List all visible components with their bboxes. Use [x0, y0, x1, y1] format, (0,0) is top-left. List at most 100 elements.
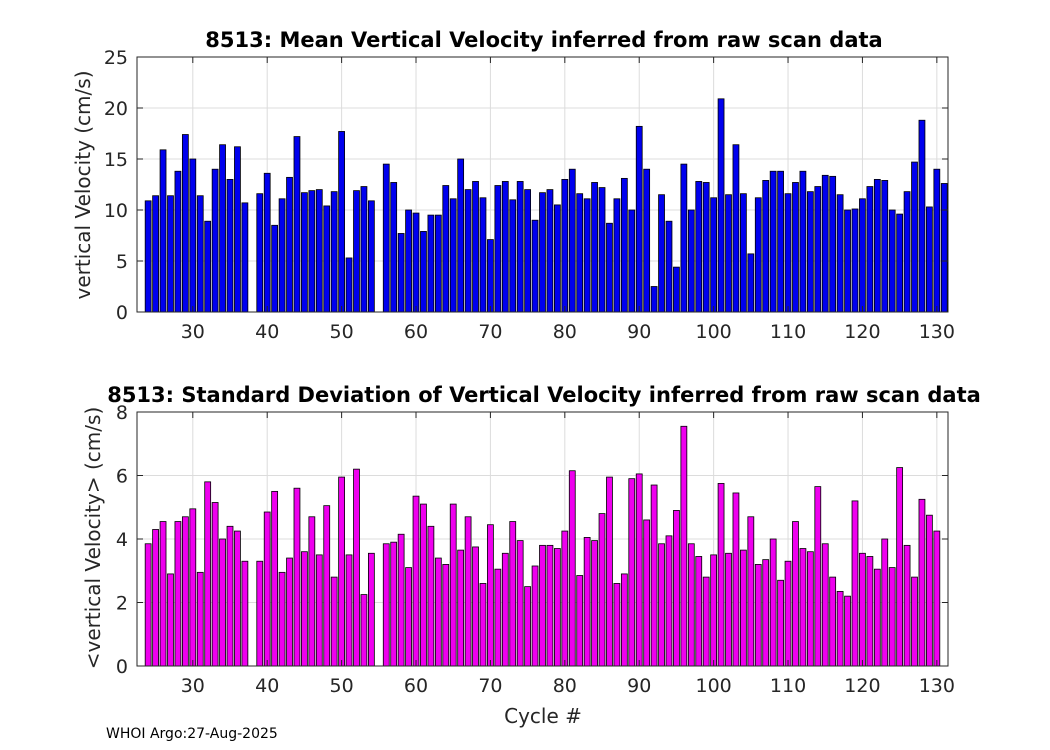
bar	[390, 541, 398, 667]
bar	[710, 554, 718, 667]
bar	[159, 521, 167, 667]
x-tick-label: 80	[553, 321, 577, 343]
bar	[539, 192, 546, 313]
bar	[405, 209, 412, 313]
bar	[754, 197, 762, 313]
bar	[710, 197, 718, 313]
bar	[888, 567, 896, 667]
bar	[844, 595, 851, 667]
bar	[680, 163, 688, 313]
bar	[159, 149, 167, 313]
bar	[189, 508, 197, 667]
bar	[725, 194, 732, 313]
bar	[487, 524, 494, 667]
bar	[747, 253, 755, 313]
bar	[263, 172, 271, 313]
bar	[814, 186, 822, 313]
bar	[561, 178, 569, 313]
bar	[851, 500, 859, 667]
bar	[338, 476, 345, 667]
bar	[278, 571, 286, 667]
x-tick-label: 130	[919, 321, 955, 343]
bar	[769, 538, 777, 667]
bar	[695, 181, 703, 313]
bar	[918, 119, 926, 313]
x-tick-label: 30	[181, 675, 205, 697]
bar	[591, 540, 598, 667]
bar	[234, 146, 241, 313]
x-tick-label: 40	[255, 675, 279, 697]
x-tick-label: 80	[553, 675, 577, 697]
bar	[397, 233, 405, 313]
plot-area: 30 40 50 60 70 80 90 100 110 120 130 0 5 10 15 20 25	[104, 47, 955, 343]
bar	[583, 198, 591, 313]
bar	[256, 193, 264, 313]
bar	[926, 206, 933, 313]
bar	[509, 521, 517, 667]
bar	[501, 181, 509, 313]
bar	[650, 484, 658, 667]
bar	[554, 204, 561, 313]
bar	[516, 181, 524, 313]
x-tick-label: 40	[255, 321, 279, 343]
bar	[792, 521, 799, 667]
bar	[598, 187, 606, 313]
bar	[829, 576, 837, 667]
x-tick-label: 60	[404, 321, 428, 343]
bar	[524, 189, 531, 313]
bar	[315, 554, 323, 667]
bar	[174, 170, 182, 313]
bar	[427, 214, 435, 313]
bar	[501, 552, 509, 667]
bar	[353, 468, 360, 667]
bar	[903, 191, 911, 313]
bar	[219, 144, 226, 313]
bar	[397, 533, 405, 667]
bar	[613, 198, 621, 313]
bar	[613, 583, 621, 667]
bar	[918, 498, 926, 667]
y-tick-label: 0	[116, 656, 128, 678]
bar	[911, 161, 918, 313]
bar	[382, 543, 390, 667]
bar	[219, 538, 226, 667]
bar	[479, 583, 487, 667]
bar	[606, 476, 613, 667]
bar	[732, 492, 740, 667]
bar	[568, 470, 576, 667]
bar	[665, 220, 673, 313]
bar	[330, 576, 338, 667]
bar	[754, 564, 762, 667]
bar	[330, 191, 338, 313]
bar	[836, 194, 844, 313]
bar	[286, 176, 293, 313]
bar	[873, 568, 881, 667]
bar	[472, 181, 479, 313]
bar	[420, 231, 427, 313]
y-tick-label: 5	[116, 251, 128, 273]
bar	[144, 200, 152, 313]
bar	[479, 197, 487, 313]
bar	[821, 174, 829, 313]
y-tick-label: 4	[116, 529, 128, 551]
bar	[926, 514, 933, 667]
mean-velocity-chart: 30 40 50 60 70 80 90 100 110 120 130 0 5 10 15 20 25 8513…	[71, 28, 955, 343]
bar	[167, 195, 174, 313]
bar	[271, 490, 279, 667]
y-tick-label: 20	[104, 98, 128, 120]
bar	[256, 560, 264, 667]
bar	[301, 192, 308, 313]
bar	[196, 195, 204, 313]
bar	[635, 125, 643, 313]
bar	[271, 224, 279, 313]
bar	[338, 131, 345, 313]
bar	[241, 560, 249, 667]
axes-frame	[136, 56, 949, 313]
bar	[144, 543, 152, 667]
bar	[673, 510, 680, 667]
bar	[226, 525, 234, 667]
bar	[487, 239, 494, 313]
bar	[717, 483, 725, 667]
